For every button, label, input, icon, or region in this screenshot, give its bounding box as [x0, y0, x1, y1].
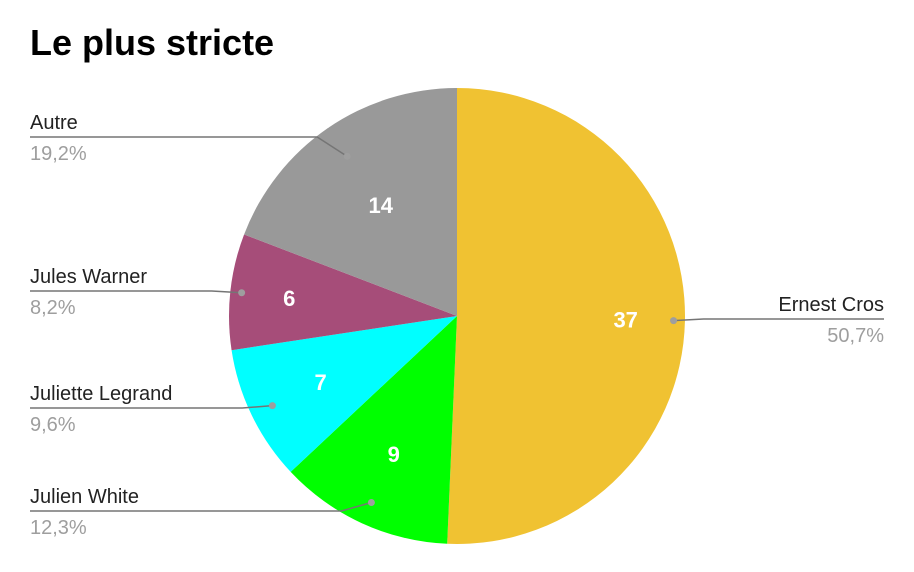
callout-line: [673, 318, 884, 322]
pie-slice-juliette-legrand: [231, 316, 457, 472]
slice-name-label: Juliette Legrand: [30, 383, 172, 405]
slice-percent-label: 50,7%: [827, 325, 884, 347]
slice-name-label: Autre: [30, 112, 78, 134]
pie-slice-jules-warner: [228, 234, 457, 351]
callout-dot: [367, 498, 375, 506]
slice-percent-label: 12,3%: [30, 517, 87, 539]
slice-value-label: 37: [613, 308, 637, 333]
callout-dot: [268, 402, 276, 410]
slice-name-label: Jules Warner: [30, 266, 147, 288]
callout-line: [30, 501, 372, 512]
callout-dot: [238, 289, 246, 297]
slice-name-label: Ernest Cros: [778, 294, 884, 316]
slice-percent-label: 19,2%: [30, 143, 87, 165]
callout-line: [30, 290, 242, 294]
slice-percent-label: 8,2%: [30, 297, 76, 319]
chart-title: Le plus stricte: [30, 22, 275, 63]
slice-percent-label: 9,6%: [30, 414, 76, 436]
pie-slice-ernest-cros: [447, 88, 686, 544]
pie-slice-julien-white: [290, 316, 457, 544]
callout-dot: [343, 152, 351, 160]
slice-name-label: Julien White: [30, 486, 139, 508]
pie-slice-autre: [244, 88, 457, 316]
slice-value-label: 14: [369, 193, 394, 218]
slice-value-label: 9: [388, 442, 400, 467]
callout-line: [30, 136, 348, 157]
slice-value-label: 6: [283, 286, 295, 311]
slice-value-label: 7: [314, 370, 326, 395]
callout-line: [30, 404, 273, 409]
callout-dot: [670, 317, 678, 325]
